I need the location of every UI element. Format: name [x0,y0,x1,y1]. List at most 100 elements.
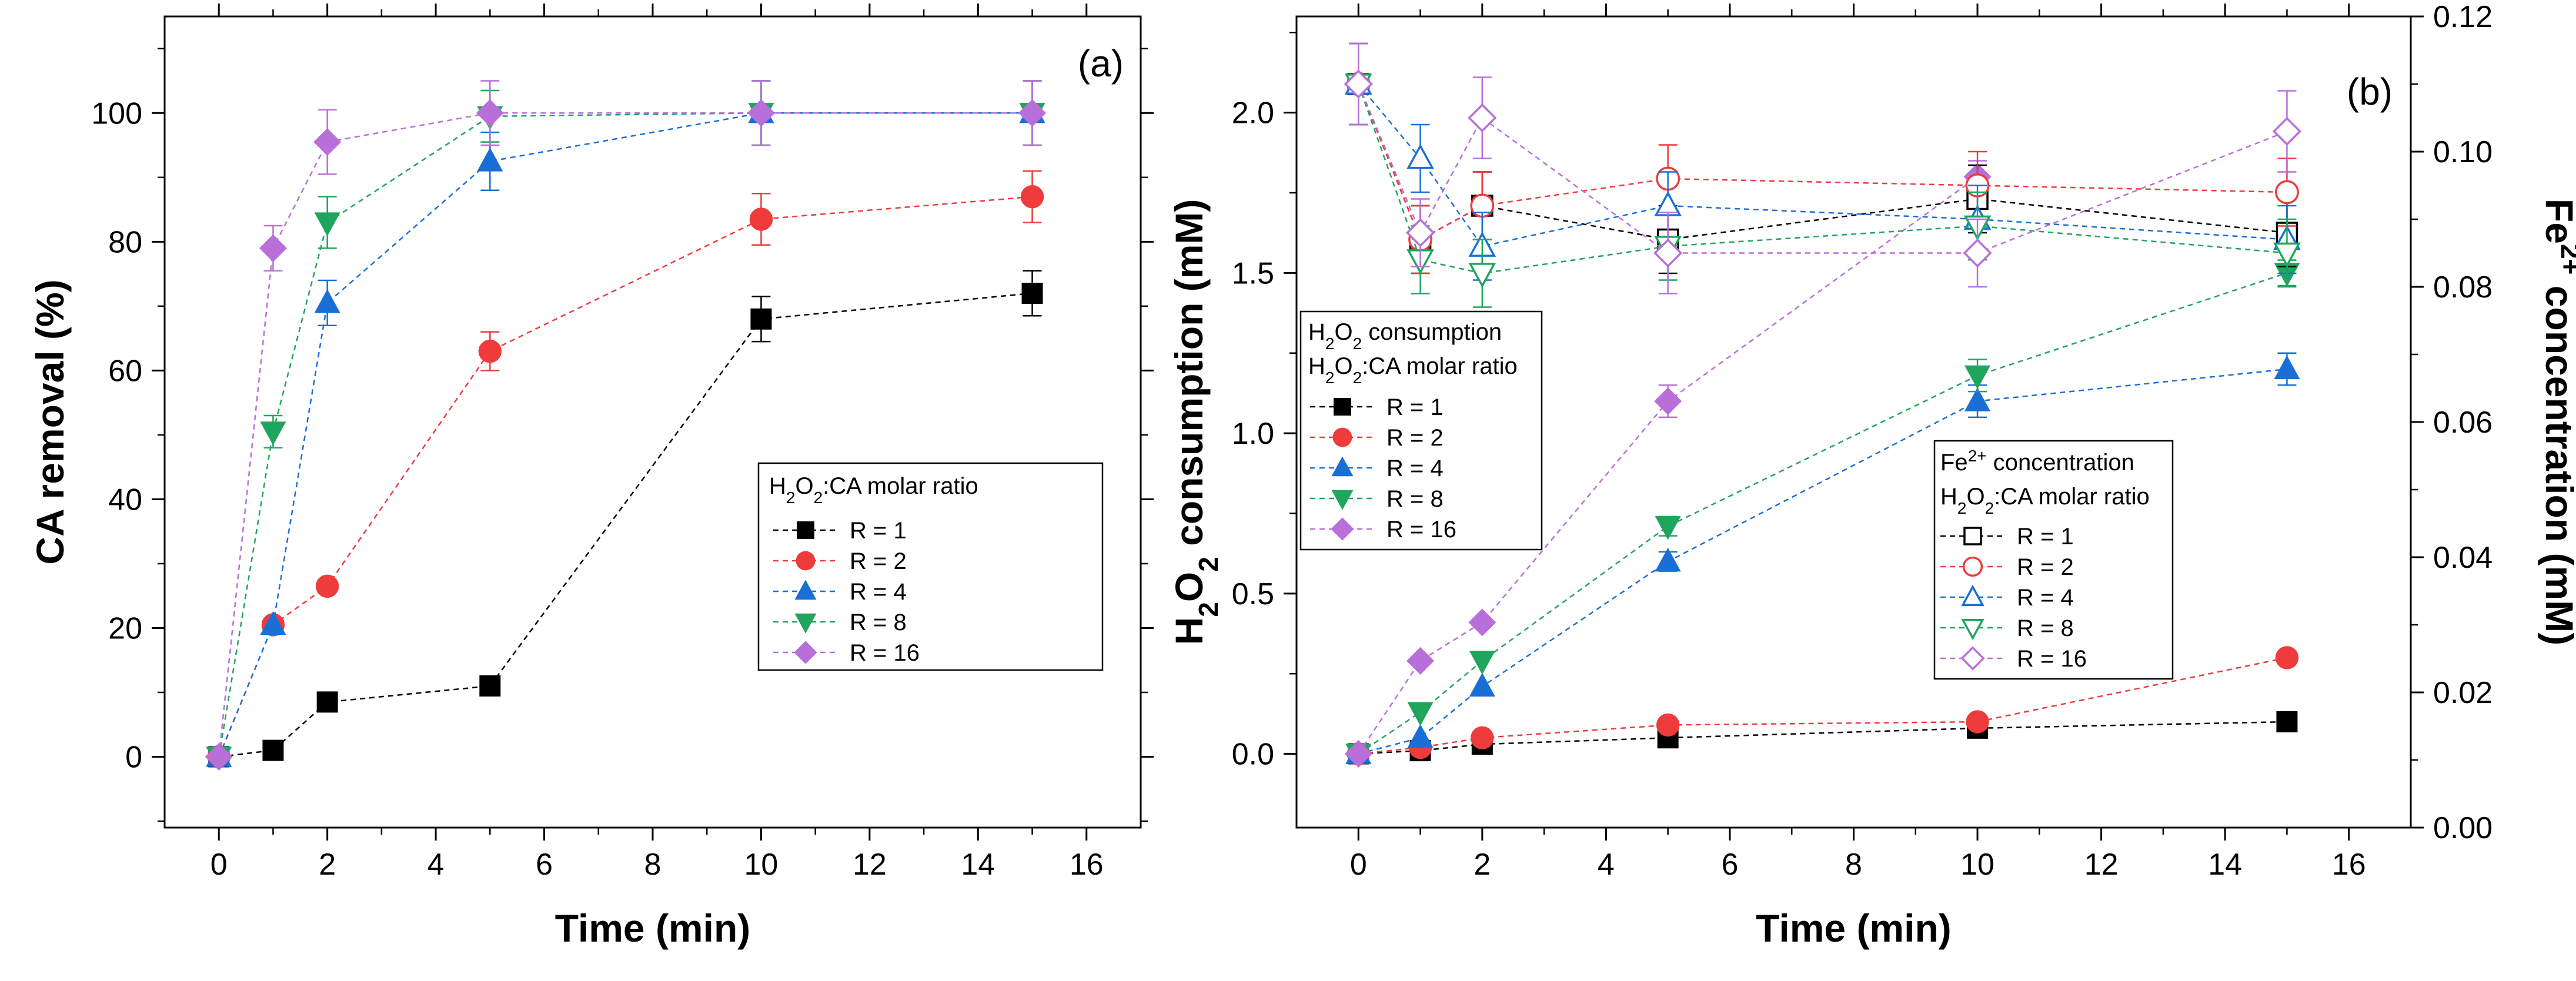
y-axis-title: H2O2 consumption (mM) [1167,199,1224,645]
y-tick-label: 1.0 [1232,417,1274,451]
y-axis-title-part: O [1167,572,1211,602]
y2-axis-title-group: Fe2+ concentration (mM) [2538,199,2576,645]
series-6-right-line [1358,83,2287,241]
legend-heading: Fe2+ concentration [1940,447,2134,476]
series-4-left-line [1358,272,2287,755]
y2-tick-label: 0.06 [2433,406,2493,440]
series-5-point [476,99,504,127]
legend-entry-label: R = 8 [1386,486,1444,512]
legend-swatch-marker [794,580,817,600]
series-10-right-point [1344,69,1373,99]
series-2-left-point [1966,710,1989,734]
x-tick-label: 16 [1070,848,1104,882]
series-10-right-point [2272,116,2302,146]
y-tick-label: 0 [125,741,142,775]
legend-swatch-marker [796,551,816,571]
legend-swatch-marker [1334,398,1351,416]
y2-axis-title: Fe2+ concentration (mM) [2538,199,2576,645]
y-axis-title-part: 2 [1193,602,1224,617]
legend-swatch-marker [1961,618,1984,641]
series-7-right-line [1358,83,2287,241]
series-1-point [316,691,338,713]
series-2-point [315,574,339,598]
legend-swatch-marker [1331,456,1354,477]
legend-swatch-marker [797,521,814,539]
y-tick-label: 0.0 [1232,738,1274,772]
y-axis-title-part: 2 [1193,557,1224,572]
series-3-left-point [1964,387,1991,411]
series-4-left-point [1469,651,1495,675]
series-5-point [747,99,775,127]
y-tick-label: 2.0 [1232,96,1274,130]
y-tick-label: 40 [108,483,142,517]
y2-tick-label: 0.10 [2433,135,2493,169]
series-2-left-point [2275,646,2299,669]
legend-entry-label: R = 8 [2017,615,2074,641]
legend-swatch-marker [794,613,817,634]
plot-frame [163,15,1142,829]
x-tick-label: 0 [1350,848,1367,882]
series-5-left-point [1654,387,1682,416]
legend-title-part: 2 [1957,499,1967,517]
series-3-point [477,148,503,172]
series-8-right-point [1406,143,1434,169]
legend-title-part: :CA molar ratio [1994,484,2150,510]
series-5-point [259,234,287,262]
y-tick-label: 60 [108,354,142,388]
y-tick-label: 80 [108,225,142,259]
legend-entry-label: R = 2 [850,548,907,574]
legend-entry-label: R = 2 [2017,554,2074,580]
series-4-point [314,212,340,236]
series-9-right-line [1358,83,2287,274]
series-1-point [750,308,772,330]
legend-entry-label: R = 16 [2017,646,2087,672]
series-3-line [218,112,1033,757]
x-tick-label: 4 [427,848,445,882]
y-tick-label: 100 [91,96,142,130]
x-tick-label: 10 [1960,848,1994,882]
y-tick-label: 1.5 [1232,256,1274,290]
y-tick-label: 20 [108,611,142,645]
series-5-left-point [1406,647,1435,675]
x-tick-label: 14 [961,848,995,882]
y-axis-title-part: H [1167,617,1211,645]
series-2-left-point [1656,713,1680,737]
series-1-point [262,739,284,761]
x-tick-label: 12 [853,848,887,882]
y2-axis-title-part: concentration (mM) [2538,274,2576,645]
x-tick-label: 2 [1474,848,1491,882]
y2-tick-label: 0.02 [2433,676,2493,710]
legend-title-part: H [769,473,786,499]
x-tick-label: 12 [2084,848,2119,882]
series-2-point [478,339,502,363]
series-5-point [1018,99,1047,127]
series-1-left-line [1358,721,2287,755]
x-tick-label: 8 [1845,848,1862,882]
legend-entry-label: R = 2 [1386,425,1444,451]
series-4-left-point [1964,365,1991,390]
series-2-left-point [1471,726,1494,749]
legend-heading-part: consumption [1362,319,1502,345]
y-tick-label: 0.5 [1232,577,1274,611]
x-tick-label: 6 [1721,848,1738,882]
y2-tick-label: 0.04 [2433,541,2493,575]
legend-swatch-marker [1961,584,1984,607]
legend-heading-part: 2 [1353,334,1362,353]
legend-entry-label: R = 16 [850,640,920,666]
series-1-point [1021,282,1043,304]
series-2-point [1020,185,1044,209]
series-2-line [218,196,1033,757]
legend-title: H2O2:CA molar ratio [1308,353,1518,387]
legend-title-part: 2 [786,488,796,507]
y2-axis-title-part: Fe [2538,199,2576,244]
legend-heading-part: 2+ [1968,447,1987,465]
legend-entry-label: R = 1 [2017,524,2074,550]
series-10-right-point [1405,218,1435,247]
series-7-right-point [2274,180,2299,205]
legend-title-part: :CA molar ratio [1362,353,1518,379]
legend-heading-part: O [1334,319,1352,345]
series-10-right-point [1963,238,1992,268]
y2-tick-label: 0.00 [2433,811,2493,845]
legend-entry-label: R = 4 [850,579,907,605]
